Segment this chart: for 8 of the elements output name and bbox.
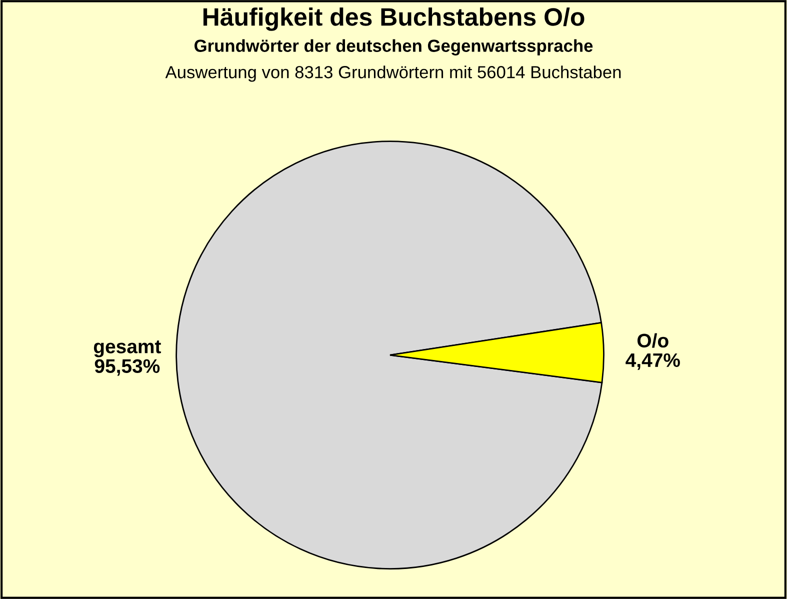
chart-subtitle: Grundwörter der deutschen Gegenwartssprache (194, 39, 593, 56)
slice-label: gesamt (94, 340, 161, 358)
slice-label: O/o (638, 333, 668, 348)
data-label: 4,47% (626, 353, 680, 370)
data-label: 95,53% (94, 359, 160, 376)
text: Auswertung von 8313 Grundwörtern mit 56014 Buchstaben (165, 66, 621, 82)
pie-slice (176, 140, 603, 570)
chart-title: Häufigkeit des Buchstabens O/o (203, 7, 584, 31)
